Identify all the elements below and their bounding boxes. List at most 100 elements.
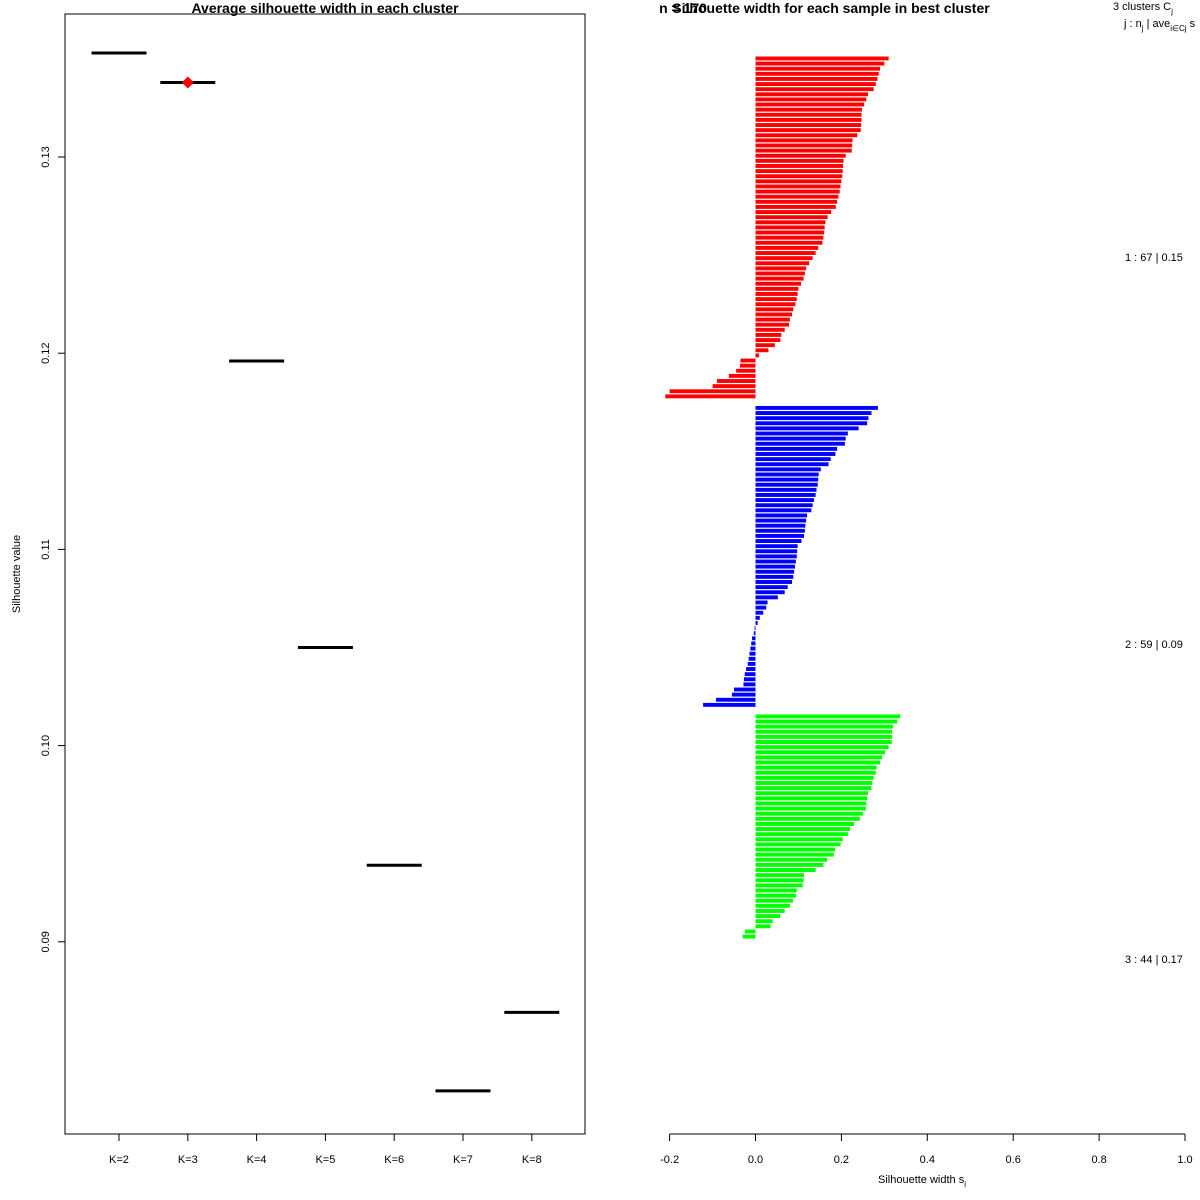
silhouette-bar-cluster-2 xyxy=(744,672,756,677)
silhouette-bar-cluster-2 xyxy=(755,462,829,467)
silhouette-bar-cluster-3 xyxy=(755,816,860,821)
silhouette-bar-cluster-1 xyxy=(755,251,816,255)
silhouette-bar-cluster-2 xyxy=(750,646,756,651)
silhouette-bar-cluster-2 xyxy=(755,610,764,615)
silhouette-bar-cluster-3 xyxy=(755,740,892,744)
silhouette-bar-cluster-2 xyxy=(755,549,798,554)
silhouette-bar-cluster-1 xyxy=(755,240,823,245)
best-k-marker xyxy=(181,76,194,89)
silhouette-bar-cluster-1 xyxy=(755,169,843,174)
silhouette-bar-cluster-3 xyxy=(755,791,869,796)
silhouette-bar-cluster-3 xyxy=(755,734,893,739)
silhouette-bar-cluster-3 xyxy=(755,878,804,883)
silhouette-bar-cluster-2 xyxy=(734,687,756,692)
silhouette-bar-cluster-2 xyxy=(755,580,793,584)
silhouette-bar-cluster-2 xyxy=(755,452,836,456)
silhouette-bar-cluster-2 xyxy=(755,493,816,497)
silhouette-bar-cluster-1 xyxy=(755,82,876,86)
silhouette-bar-cluster-2 xyxy=(747,661,756,666)
silhouette-bar-cluster-3 xyxy=(755,724,893,729)
right-chart-title: Silhouette width for each sample in best… xyxy=(672,0,990,16)
silhouette-bar-cluster-1 xyxy=(755,164,844,168)
silhouette-bar-cluster-1 xyxy=(755,189,840,194)
silhouette-bar-cluster-2 xyxy=(755,605,767,610)
silhouette-bar-cluster-1 xyxy=(755,307,794,312)
silhouette-bar-cluster-3 xyxy=(755,729,893,734)
silhouette-bar-cluster-1 xyxy=(755,338,781,342)
silhouette-bar-cluster-2 xyxy=(703,702,756,707)
silhouette-bar-cluster-3 xyxy=(755,750,886,755)
silhouette-bar-cluster-2 xyxy=(755,482,818,487)
silhouette-bar-cluster-1 xyxy=(755,71,879,76)
silhouette-bar-cluster-2 xyxy=(748,656,756,661)
silhouette-bar-cluster-1 xyxy=(755,66,881,71)
silhouette-bar-cluster-2 xyxy=(755,513,808,518)
silhouette-bar-cluster-3 xyxy=(755,868,816,872)
silhouette-bar-cluster-3 xyxy=(755,745,889,750)
legend-header: 3 clusters Cj j : nj | avei∈Cj s xyxy=(1113,1,1196,33)
silhouette-bar-cluster-1 xyxy=(712,384,756,389)
silhouette-bar-cluster-2 xyxy=(746,667,756,671)
silhouette-bar-cluster-3 xyxy=(755,852,834,857)
silhouette-bar-cluster-2 xyxy=(755,544,798,549)
silhouette-bar-cluster-1 xyxy=(755,245,819,250)
left-y-axis: 0.09 0.10 0.11 0.12 0.13 xyxy=(40,146,66,953)
silhouette-bar-cluster-3 xyxy=(755,898,793,903)
silhouette-bar-cluster-2 xyxy=(755,523,806,528)
silhouette-bar-cluster-2 xyxy=(755,564,796,569)
right-x-tick-label: 0.8 xyxy=(1091,1154,1106,1166)
silhouette-bar-cluster-3 xyxy=(744,929,756,934)
silhouette-bar-cluster-3 xyxy=(755,862,824,867)
silhouette-bar-cluster-1 xyxy=(755,153,846,158)
silhouette-bar-cluster-1 xyxy=(755,179,842,184)
silhouette-bar-cluster-2 xyxy=(715,697,756,702)
silhouette-bar-cluster-1 xyxy=(755,215,828,220)
silhouette-bar-cluster-2 xyxy=(755,554,797,559)
left-data-marks xyxy=(91,51,560,1093)
silhouette-bar-cluster-1 xyxy=(740,358,756,363)
silhouette-bar-cluster-2 xyxy=(743,677,756,682)
silhouette-bar-cluster-3 xyxy=(755,719,898,724)
silhouette-bar-cluster-3 xyxy=(755,781,873,785)
silhouette-bar-cluster-1 xyxy=(755,199,838,204)
silhouette-bar-cluster-1 xyxy=(716,379,756,383)
silhouette-bar-cluster-2 xyxy=(731,692,756,697)
silhouette-bar-cluster-3 xyxy=(755,786,872,791)
silhouette-bar-cluster-2 xyxy=(749,651,756,656)
silhouette-bar-cluster-1 xyxy=(669,389,756,394)
silhouette-bar-cluster-1 xyxy=(755,343,775,348)
silhouette-bar-cluster-3 xyxy=(755,827,850,831)
silhouette-bar-cluster-1 xyxy=(755,87,874,92)
silhouette-bar-cluster-2 xyxy=(755,559,796,564)
right-x-label: Silhouette width si xyxy=(878,1174,966,1189)
silhouette-bar-cluster-3 xyxy=(755,811,863,816)
silhouette-bar-cluster-2 xyxy=(755,528,805,533)
right-x-tick-label: 0.0 xyxy=(748,1154,763,1166)
silhouette-bar-cluster-3 xyxy=(755,832,848,837)
silhouette-bar-cluster-1 xyxy=(755,174,843,179)
left-y-label: Silhouette value xyxy=(11,535,23,613)
silhouette-bar-cluster-1 xyxy=(736,368,756,373)
silhouette-bar-cluster-3 xyxy=(755,903,790,908)
silhouette-bar-cluster-2 xyxy=(755,446,838,451)
silhouette-bar-cluster-1 xyxy=(755,281,802,286)
silhouette-bar-cluster-2 xyxy=(755,431,848,436)
silhouette-bar-cluster-2 xyxy=(755,595,778,600)
silhouette-bar-cluster-1 xyxy=(755,184,841,189)
silhouette-bar-cluster-2 xyxy=(755,585,788,590)
right-x-tick-label: 0.4 xyxy=(920,1154,935,1166)
left-x-axis: K=2 K=3 K=4 K=5 K=6 K=7 K=8 xyxy=(109,1133,542,1166)
silhouette-bar-cluster-2 xyxy=(755,416,869,421)
silhouette-bar-cluster-1 xyxy=(755,292,798,296)
silhouette-bar-cluster-2 xyxy=(755,441,845,446)
silhouette-bar-cluster-1 xyxy=(755,148,852,153)
legend-header-line2: j : nj | avei∈Cj s xyxy=(1123,18,1196,33)
silhouette-bar-cluster-1 xyxy=(755,123,862,127)
silhouette-bar-cluster-3 xyxy=(755,775,874,780)
silhouette-bar-cluster-1 xyxy=(755,117,862,122)
silhouette-bar-cluster-1 xyxy=(755,266,807,271)
silhouette-bar-cluster-1 xyxy=(755,297,797,302)
silhouette-bar-cluster-2 xyxy=(755,574,794,579)
silhouette-bar-cluster-1 xyxy=(755,76,878,81)
